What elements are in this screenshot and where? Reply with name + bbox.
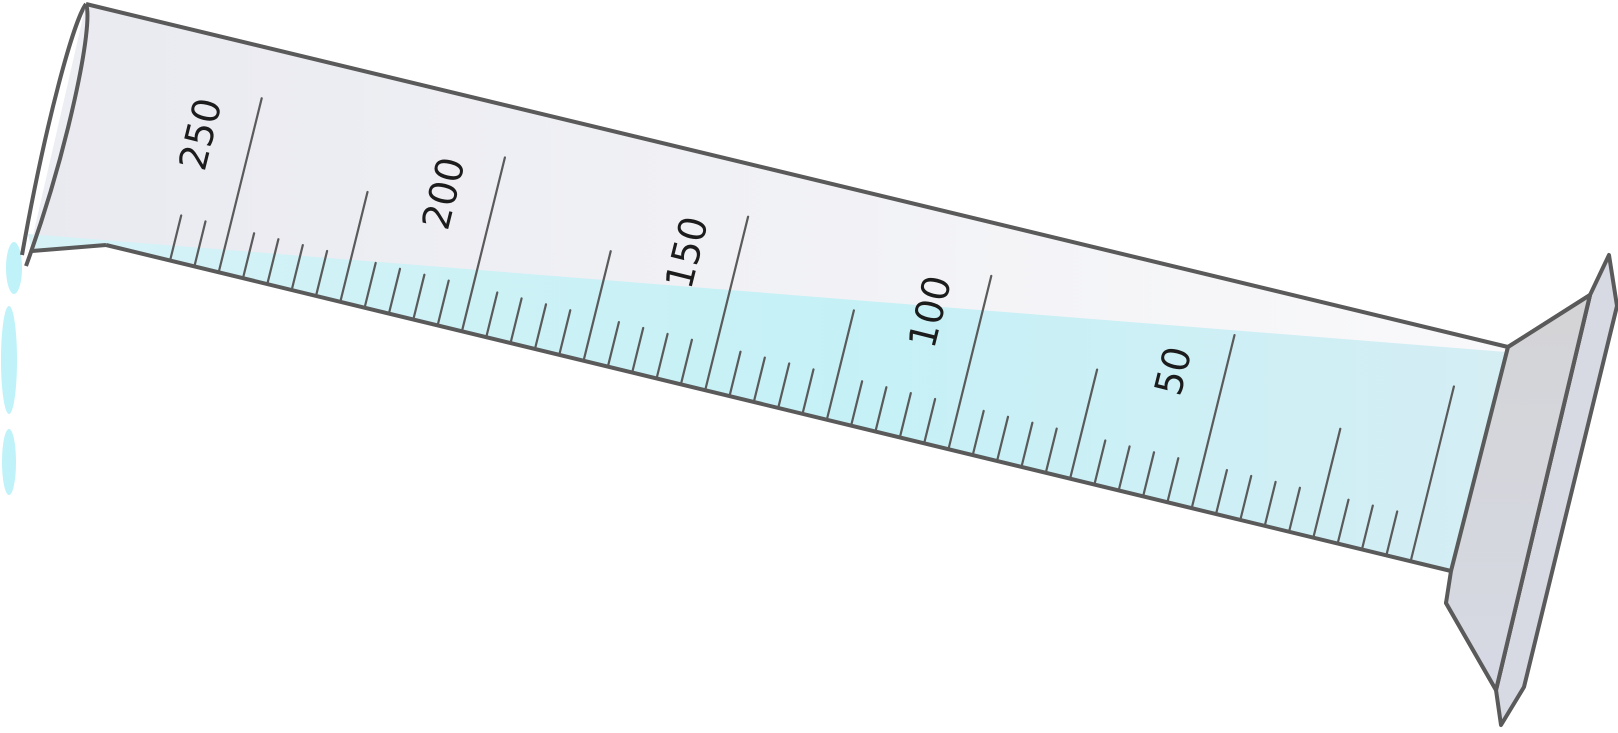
minor-tick bbox=[169, 214, 183, 261]
minor-tick bbox=[558, 309, 572, 355]
minor-tick bbox=[1093, 439, 1107, 486]
minor-tick bbox=[485, 291, 499, 338]
minor-tick bbox=[1069, 368, 1099, 480]
minor-tick bbox=[850, 380, 864, 426]
major-tick bbox=[217, 97, 263, 273]
minor-tick bbox=[777, 362, 791, 409]
minor-tick bbox=[1263, 480, 1277, 527]
minor-tick bbox=[728, 350, 742, 397]
minor-tick bbox=[1409, 385, 1456, 563]
minor-tick bbox=[752, 356, 766, 403]
liquid-droplet bbox=[6, 242, 22, 294]
minor-tick bbox=[436, 279, 450, 326]
minor-tick bbox=[1385, 510, 1399, 557]
minor-tick bbox=[412, 273, 426, 320]
minor-tick bbox=[290, 244, 304, 290]
minor-tick bbox=[874, 386, 888, 432]
liquid-droplet bbox=[2, 429, 16, 495]
minor-tick bbox=[679, 338, 694, 385]
minor-tick bbox=[363, 261, 377, 308]
minor-tick bbox=[1312, 427, 1342, 539]
minor-tick bbox=[1020, 421, 1034, 468]
major-tick bbox=[704, 215, 750, 391]
minor-tick bbox=[1214, 469, 1229, 515]
major-tick bbox=[1190, 334, 1236, 509]
major-tick bbox=[461, 156, 506, 332]
liquid-droplets bbox=[1, 242, 22, 495]
minor-tick bbox=[923, 397, 937, 444]
minor-tick bbox=[1360, 504, 1374, 551]
minor-tick bbox=[1166, 457, 1180, 503]
minor-tick bbox=[582, 250, 612, 361]
minor-tick bbox=[971, 409, 985, 456]
minor-tick bbox=[631, 326, 645, 373]
minor-tick bbox=[1044, 427, 1058, 474]
liquid-droplet bbox=[1, 306, 17, 414]
cylinder-base bbox=[1444, 253, 1618, 727]
minor-tick bbox=[339, 190, 369, 302]
graduation-ticks bbox=[169, 97, 1456, 563]
minor-tick bbox=[1336, 498, 1350, 545]
minor-tick bbox=[388, 267, 402, 314]
minor-tick bbox=[193, 220, 207, 267]
minor-tick bbox=[534, 303, 548, 350]
minor-tick bbox=[1239, 474, 1253, 521]
minor-tick bbox=[801, 368, 815, 415]
minor-tick bbox=[825, 309, 856, 421]
minor-tick bbox=[655, 332, 669, 379]
minor-tick bbox=[266, 238, 280, 284]
minor-tick bbox=[315, 249, 329, 296]
minor-tick bbox=[1117, 445, 1131, 492]
minor-tick bbox=[509, 297, 523, 344]
minor-tick bbox=[242, 232, 256, 278]
minor-tick bbox=[1287, 486, 1302, 533]
liquid-fill bbox=[28, 234, 1506, 571]
minor-tick bbox=[1142, 451, 1156, 498]
major-tick bbox=[947, 274, 993, 450]
cylinder-spout bbox=[20, 2, 107, 267]
minor-tick bbox=[898, 392, 912, 438]
minor-tick bbox=[996, 415, 1010, 462]
minor-tick bbox=[606, 321, 621, 367]
